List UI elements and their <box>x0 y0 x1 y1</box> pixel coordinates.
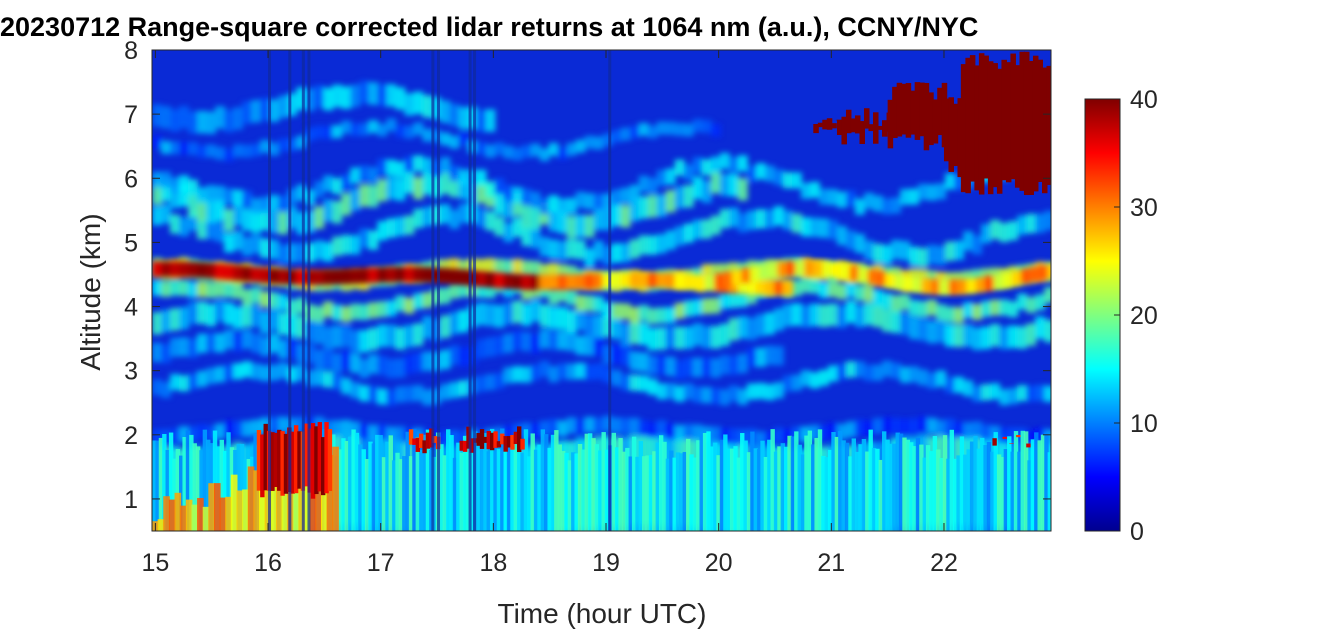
chart-title: 20230712 Range-square corrected lidar re… <box>0 12 978 42</box>
x-tick-label: 17 <box>367 549 395 577</box>
y-axis-label: Altitude (km) <box>75 213 106 370</box>
x-tick-label: 22 <box>930 549 958 577</box>
y-tick-label: 6 <box>124 165 138 193</box>
x-tick-label: 19 <box>592 549 620 577</box>
y-tick-label: 3 <box>124 358 138 386</box>
x-tick-label: 20 <box>705 549 733 577</box>
colorbar-tick-label: 0 <box>1130 518 1144 546</box>
y-tick-label: 2 <box>124 422 138 450</box>
y-tick-label: 5 <box>124 229 138 257</box>
x-axis: 15 16 17 18 19 20 21 22 <box>141 50 958 577</box>
x-tick-label: 16 <box>254 549 282 577</box>
x-tick-label: 18 <box>479 549 507 577</box>
colorbar-tick-label: 10 <box>1130 410 1158 438</box>
plot-area <box>152 50 1051 531</box>
y-tick-label: 8 <box>124 37 138 65</box>
colorbar-tick-label: 20 <box>1130 302 1158 330</box>
colorbar: 0 10 20 30 40 <box>1084 86 1158 546</box>
y-tick-label: 1 <box>124 486 138 514</box>
colorbar-tick-label: 40 <box>1130 86 1158 114</box>
colorbar-tick-label: 30 <box>1130 194 1158 222</box>
y-tick-label: 4 <box>124 294 138 322</box>
y-axis: 1 2 3 4 5 6 7 8 <box>124 37 1051 514</box>
x-tick-label: 21 <box>817 549 845 577</box>
x-tick-label: 15 <box>141 549 169 577</box>
data-gaps <box>268 50 612 531</box>
cloud-7km-late <box>813 51 1051 196</box>
aerosol-layer-4.5km <box>152 260 1051 296</box>
y-tick-label: 7 <box>124 101 138 129</box>
plot-frame <box>151 49 1052 532</box>
x-axis-label: Time (hour UTC) <box>498 598 707 629</box>
